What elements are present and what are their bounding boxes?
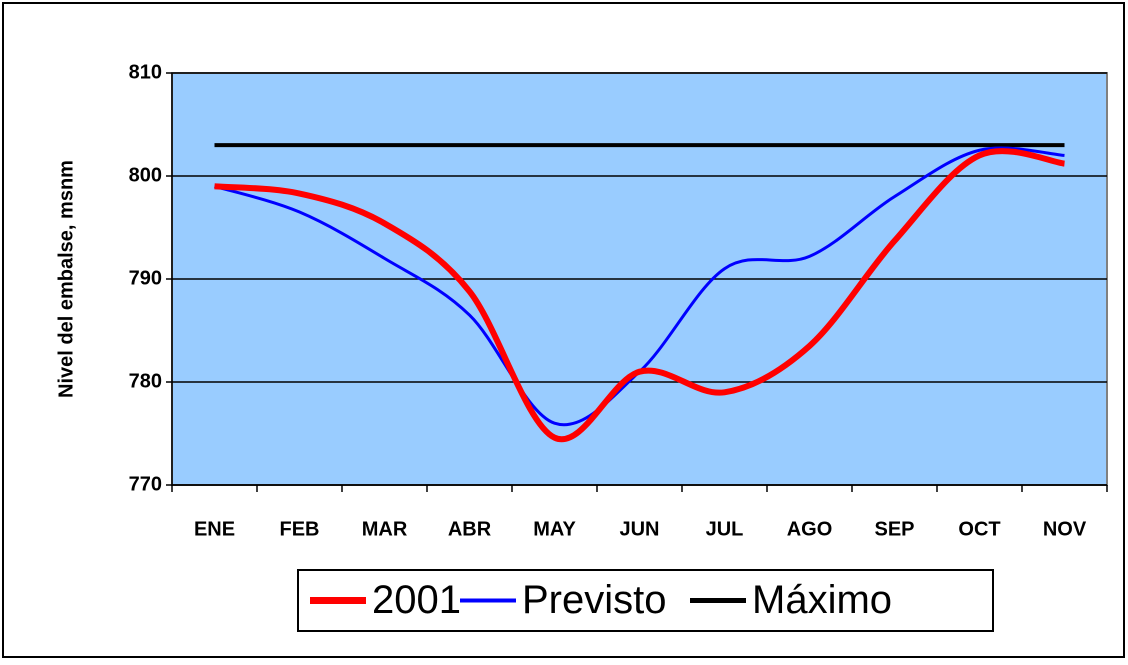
line-series xyxy=(214,148,1065,443)
legend-label: Máximo xyxy=(752,578,892,622)
x-tick-label: MAY xyxy=(533,518,576,540)
x-tick-label: FEB xyxy=(280,518,320,540)
x-tick-label: JUL xyxy=(706,518,744,540)
y-tick-label: 770 xyxy=(129,473,162,495)
x-tick-label: AGO xyxy=(787,518,833,540)
legend-label: 2001 xyxy=(372,578,461,622)
x-tick-label: NOV xyxy=(1043,518,1087,540)
y-tick-label: 790 xyxy=(129,267,162,289)
x-tick-label: OCT xyxy=(958,518,1000,540)
x-tick-label: MAR xyxy=(362,518,408,540)
x-tick-label: JUN xyxy=(619,518,659,540)
legend-box xyxy=(297,569,994,632)
y-tick-label: 800 xyxy=(129,164,162,186)
legend-label: Previsto xyxy=(522,578,667,622)
y-tick-label: 810 xyxy=(129,61,162,83)
x-tick-label: SEP xyxy=(874,518,914,540)
y-axis-label: Nivel del embalse, msnm xyxy=(55,160,77,398)
y-tick-label: 780 xyxy=(129,370,162,392)
x-tick-label: ABR xyxy=(448,518,492,540)
x-tick-label: ENE xyxy=(194,518,235,540)
